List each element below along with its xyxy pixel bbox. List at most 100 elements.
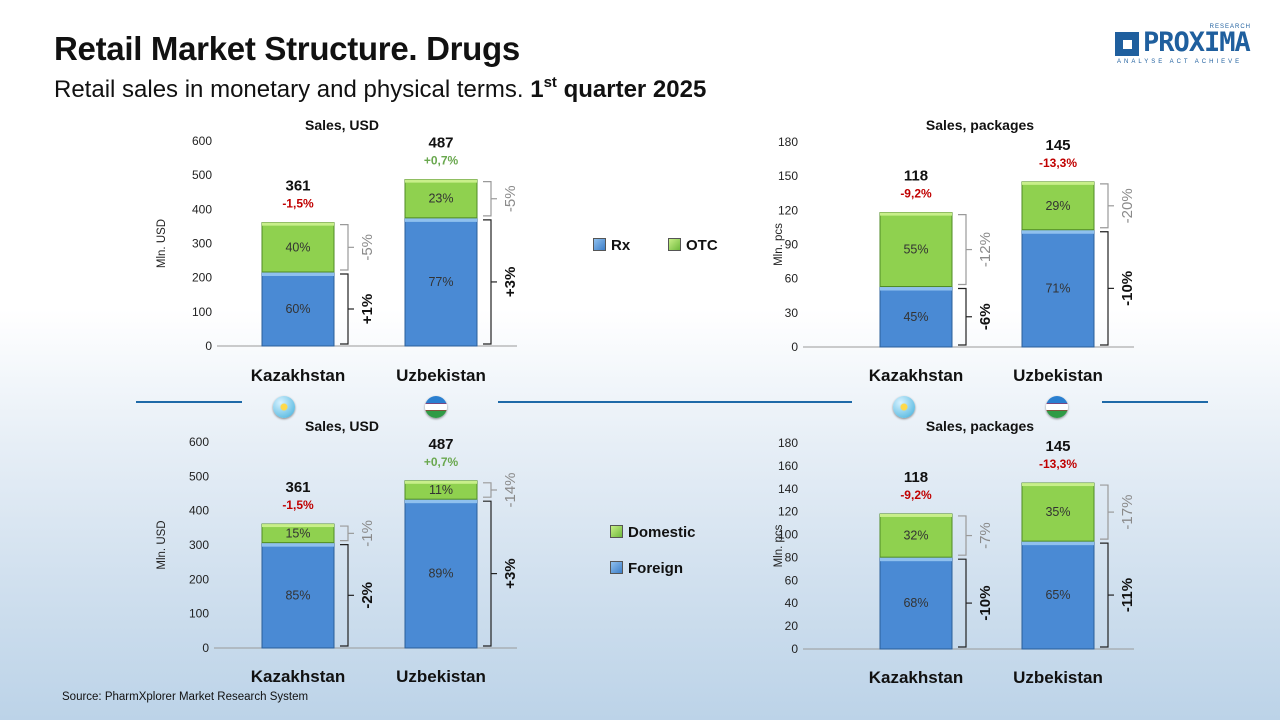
bar-segment-otc [1021,181,1095,231]
bar-segment-highlight [880,513,952,517]
uzbekistan-flag-icon [1046,396,1068,418]
bar-segment-otc [879,212,953,288]
chart-sales-usd-domestic-foreign: Sales, USD Mln. USD 0 100 200 300 400 500 600 85%… [156,418,519,686]
y-tick-label: 400 [192,202,212,216]
y-tick-label: 500 [192,168,212,182]
domestic-growth-label: -17% [1119,495,1136,530]
foreign-swatch-icon [610,561,623,574]
chart-title: Sales, packages [926,418,1034,434]
y-tick-label: 90 [785,238,799,252]
bar-segment-highlight [880,286,952,291]
share-label-domestic: 11% [429,483,453,497]
y-tick-label: 180 [778,436,798,450]
y-axis-label: Mln. pcs [773,223,785,266]
page-title: Retail Market Structure. Drugs [54,30,520,67]
foreign-growth-label: -11% [1119,578,1136,612]
bar-total-growth: -1,5% [282,498,314,512]
legend-label-domestic: Domestic [628,524,696,541]
bar-segment-highlight [405,499,477,504]
bar-segment-highlight [880,557,952,562]
bar-segment-rx [404,217,478,347]
bar-total-label: 487 [428,135,453,152]
y-tick-label: 60 [785,272,799,286]
x-category-label: Uzbekistan [396,667,486,686]
x-category-label: Uzbekistan [1013,668,1103,687]
y-tick-label: 180 [778,135,798,149]
x-category-label: Uzbekistan [396,366,486,385]
legend-item-otc: OTC [668,237,718,254]
rx-growth-label: +1% [359,294,376,324]
foreign-growth-label: -2% [359,582,376,609]
share-label-foreign: 89% [428,567,453,581]
y-tick-label: 30 [785,306,799,320]
bar-segment-otc [404,179,478,219]
bar-total-growth: -1,5% [282,197,314,211]
share-label-rx: 71% [1045,281,1070,295]
foreign-growth-label: -10% [977,586,994,621]
chart-sales-usd-rx-otc: Sales, USD Mln. USD 0 100 200 300 400 500 600 60%… [156,117,519,385]
divider-right [1102,401,1208,403]
share-label-foreign: 85% [285,588,310,602]
bar-segment-highlight [262,524,334,528]
bar-total-label: 145 [1045,137,1070,154]
bar-total-growth: +0,7% [424,154,459,168]
y-tick-label: 80 [785,550,799,564]
chart-sales-packages-rx-otc: Sales, packages Mln. pcs 0 30 60 90 120 150 180 4… [773,117,1136,385]
share-label-rx: 45% [903,310,928,324]
bar-total-growth: -9,2% [900,187,932,201]
subtitle-quarter: quarter 2025 [556,76,707,103]
bar-total-growth: -13,3% [1039,156,1077,170]
y-tick-label: 60 [785,573,799,587]
share-label-rx: 77% [428,275,453,289]
x-category-label: Uzbekistan [1013,366,1103,385]
y-tick-label: 200 [192,271,212,285]
share-label-domestic: 15% [285,526,310,540]
share-label-foreign: 68% [903,596,928,610]
bar-segment-foreign [261,542,335,649]
y-tick-label: 150 [778,169,798,183]
bar-total-label: 487 [428,436,453,453]
bar-segment-domestic [1021,482,1095,542]
divider-left [136,401,242,403]
proxima-logo-icon: PROXIMA RESEARCH ANALYSE ACT ACHIEVE [1115,24,1255,72]
share-label-otc: 40% [285,240,310,254]
domestic-swatch-icon [610,525,623,538]
legend-label-rx: Rx [611,237,631,254]
legend-label-otc: OTC [686,237,718,254]
foreign-bracket [958,558,967,648]
bar-total-label: 118 [904,168,928,185]
bar-total-growth: -13,3% [1039,457,1077,471]
bar-total-growth: -9,2% [900,488,932,502]
y-tick-label: 0 [791,642,798,656]
kazakhstan-flag-icon [893,396,915,418]
y-tick-label: 0 [205,339,212,353]
y-tick-label: 300 [189,538,209,552]
bar-total-label: 118 [904,469,928,486]
bar-segment-highlight [262,542,334,547]
bar-segment-foreign [879,556,953,650]
share-label-foreign: 65% [1045,588,1070,602]
otc-growth-label: -5% [502,185,519,212]
foreign-bracket [1100,542,1109,648]
share-label-rx: 60% [285,302,310,316]
chart-title: Sales, packages [926,117,1034,133]
domestic-growth-label: -14% [502,472,519,507]
bar-total-label: 361 [285,178,310,195]
foreign-growth-label: +3% [502,558,519,588]
domestic-growth-label: -1% [359,520,376,547]
rx-swatch-icon [593,238,606,251]
y-tick-label: 100 [192,305,212,319]
y-axis-label: Mln. USD [156,520,168,569]
y-tick-label: 500 [189,469,209,483]
domestic-growth-label: -7% [977,522,994,549]
y-tick-label: 400 [189,504,209,518]
bar-segment-highlight [1022,541,1094,546]
x-category-label: Kazakhstan [869,366,963,385]
y-tick-label: 100 [189,607,209,621]
bar-segment-highlight [1022,483,1094,487]
bar-segment-rx [879,286,953,348]
y-tick-label: 200 [189,572,209,586]
share-label-otc: 23% [428,192,453,206]
y-axis-label: Mln. USD [156,219,168,268]
